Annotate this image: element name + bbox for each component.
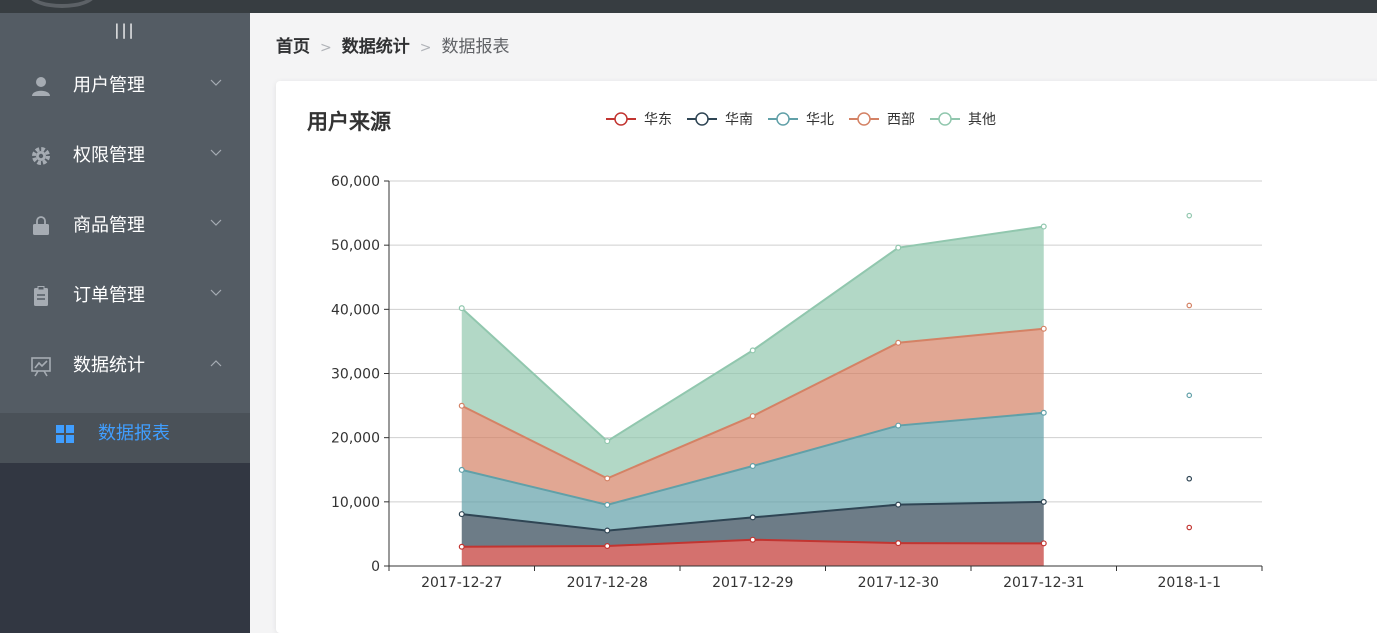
clipboard-icon [34, 286, 48, 306]
x-tick-label: 2017-12-28 [567, 575, 648, 591]
sidebar-subitem-reports[interactable]: 数据报表 [0, 413, 250, 463]
data-point-3-1 [604, 475, 611, 482]
y-tick-label: 0 [371, 559, 380, 575]
data-point-0-4 [1040, 540, 1047, 547]
data-point-4-2 [749, 347, 756, 354]
x-tick-label: 2017-12-29 [712, 575, 793, 591]
y-tick-label: 50,000 [331, 238, 380, 254]
sidebar-subitem-label: 数据报表 [98, 423, 170, 444]
sidebar-item-orders[interactable]: 订单管理 [0, 263, 250, 333]
sidebar-menu: ||| 用户管理 权限管理 商品管理 [0, 13, 250, 463]
bag-icon [33, 216, 49, 235]
data-point-0-1 [604, 543, 611, 550]
sidebar-item-statistics[interactable]: 数据统计 [0, 333, 250, 403]
legend-marker-0 [614, 112, 628, 126]
y-tick-label: 60,000 [331, 174, 380, 190]
data-point-3-0 [458, 402, 465, 409]
chevron-down-icon [210, 219, 222, 226]
sidebar-item-label: 权限管理 [73, 145, 145, 166]
breadcrumb: 首页 > 数据统计 > 数据报表 [276, 36, 509, 59]
y-tick-label: 30,000 [331, 367, 380, 383]
legend-marker-3 [857, 112, 871, 126]
x-tick-label: 2017-12-27 [421, 575, 502, 591]
series-area-1 [461, 501, 1044, 547]
data-point-0-2 [749, 536, 756, 543]
grid-icon [56, 425, 74, 443]
x-tick-label: 2018-1-1 [1157, 575, 1221, 591]
breadcrumb-separator-icon: > [320, 40, 332, 56]
y-tick-label: 10,000 [331, 495, 380, 511]
y-tick-label: 20,000 [331, 431, 380, 447]
legend-label-0: 华东 [644, 112, 672, 128]
legend-label-4: 其他 [968, 112, 996, 128]
data-point-4-0 [458, 305, 465, 312]
data-point-1-1 [604, 527, 611, 534]
chart-card: 用户来源 华东 华南 华北 西部 其他 0 10,000 20,000 30,000 40,000 5… [276, 81, 1377, 633]
data-point-4-1 [604, 438, 611, 445]
top-header-bar [0, 0, 1377, 13]
legend-label-1: 华南 [725, 112, 753, 128]
logo [28, 0, 96, 8]
stacked-area-chart: 用户来源 华东 华南 华北 西部 其他 0 10,000 20,000 30,000 40,000 5… [307, 110, 1263, 591]
data-point-1-0 [458, 511, 465, 518]
series-area-2 [461, 412, 1044, 531]
data-point-2-1 [604, 501, 611, 508]
legend-label-2: 华北 [806, 112, 834, 128]
chevron-down-icon [210, 79, 222, 86]
data-point-0-3 [895, 540, 902, 547]
data-point-2-4 [1040, 409, 1047, 416]
legend-label-3: 西部 [887, 112, 915, 128]
sidebar-item-permissions[interactable]: 权限管理 [0, 123, 250, 193]
y-tick-label: 40,000 [331, 302, 380, 318]
x-tick-label: 2017-12-30 [858, 575, 939, 591]
data-point-2-5 [1186, 392, 1193, 399]
legend-marker-1 [695, 112, 709, 126]
data-point-3-4 [1040, 325, 1047, 332]
data-point-2-2 [749, 462, 756, 469]
sidebar-item-goods[interactable]: 商品管理 [0, 193, 250, 263]
data-point-4-3 [895, 244, 902, 251]
data-point-2-0 [458, 466, 465, 473]
data-point-1-5 [1186, 475, 1193, 482]
data-point-0-5 [1186, 524, 1193, 531]
chevron-down-icon [210, 289, 222, 296]
sidebar-item-label: 用户管理 [73, 75, 145, 96]
chevron-up-icon [210, 360, 222, 367]
chart-title: 用户来源 [307, 110, 391, 134]
sidebar-item-label: 订单管理 [73, 285, 145, 306]
sidebar-item-label: 数据统计 [73, 355, 145, 376]
breadcrumb-separator-icon: > [419, 40, 432, 56]
data-point-0-0 [458, 543, 465, 550]
chevron-down-icon [210, 149, 222, 156]
data-point-4-5 [1186, 212, 1193, 219]
legend-marker-4 [938, 112, 952, 126]
data-point-3-5 [1186, 302, 1193, 309]
collapse-toggle-button[interactable]: ||| [114, 21, 136, 39]
data-point-1-3 [895, 501, 902, 508]
legend-marker-2 [776, 112, 790, 126]
breadcrumb-home-link[interactable]: 首页 [276, 37, 310, 57]
data-point-3-3 [895, 339, 902, 346]
data-point-2-3 [895, 422, 902, 429]
breadcrumb-section: 数据统计 [341, 37, 410, 57]
breadcrumb-current: 数据报表 [441, 37, 510, 57]
data-point-3-2 [749, 413, 756, 420]
sidebar-item-label: 商品管理 [73, 215, 145, 236]
data-point-4-4 [1040, 223, 1047, 230]
gear-icon [32, 147, 50, 165]
data-point-1-4 [1040, 498, 1047, 505]
sidebar-item-users[interactable]: 用户管理 [0, 53, 250, 123]
data-point-1-2 [749, 514, 756, 521]
sidebar: ||| 用户管理 权限管理 商品管理 [0, 13, 250, 633]
user-icon [32, 77, 50, 96]
chart-icon [31, 357, 51, 377]
x-tick-label: 2017-12-31 [1003, 575, 1084, 591]
